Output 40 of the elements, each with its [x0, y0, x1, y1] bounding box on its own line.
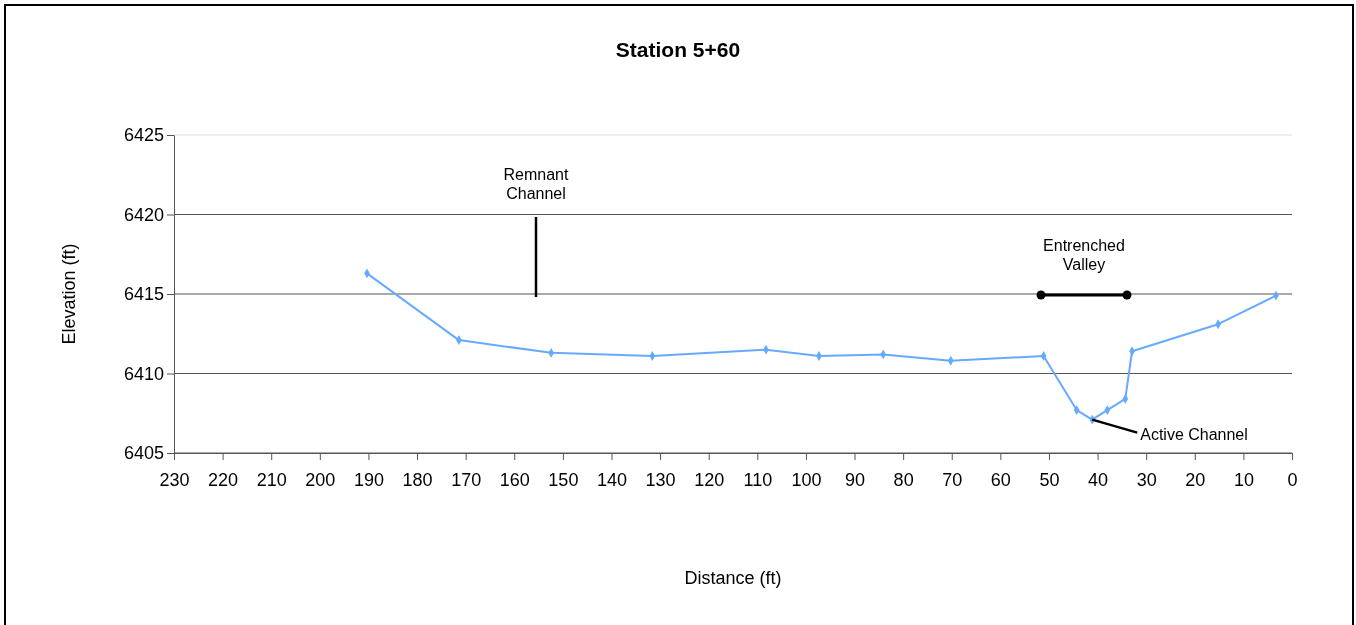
point — [1040, 351, 1047, 361]
x-tick-label: 120 — [694, 470, 725, 491]
point — [1104, 405, 1111, 415]
x-tick-label: 230 — [159, 470, 190, 491]
x-tick-label: 190 — [353, 470, 384, 491]
x-tick-label: 30 — [1136, 470, 1157, 491]
x-tick-label: 0 — [1287, 470, 1298, 491]
x-axis-title: Distance (ft) — [684, 568, 782, 588]
y-axis-title: Elevation (ft) — [59, 243, 79, 345]
x-tick-label: 210 — [256, 470, 287, 491]
y-tick-label: 6415 — [123, 284, 164, 305]
y-tick-label: 6410 — [123, 363, 164, 384]
point — [1122, 394, 1129, 404]
annotation: Active Channel — [1140, 425, 1248, 443]
x-tick-label: 180 — [402, 470, 433, 491]
point — [1073, 405, 1080, 415]
x-tick-label: 20 — [1185, 470, 1206, 491]
annotation: Entrenched Valley — [1043, 237, 1125, 274]
annotation: Remnant Channel — [503, 166, 570, 203]
y-tick-label: 6425 — [123, 125, 164, 146]
x-tick-label: 50 — [1039, 470, 1060, 491]
x-tick-label: 200 — [305, 470, 336, 491]
y-tick-label: 6405 — [123, 443, 164, 464]
x-tick-label: 40 — [1088, 470, 1109, 491]
x-tick-label: 170 — [451, 470, 482, 491]
y-tick-label: 6420 — [123, 204, 164, 225]
x-tick-label: 220 — [208, 470, 239, 491]
x-tick-label: 160 — [499, 470, 530, 491]
x-tick-label: 140 — [596, 470, 627, 491]
x-tick-label: 60 — [990, 470, 1011, 491]
chart-title: Station 5+60 — [615, 38, 741, 61]
x-tick-label: 130 — [645, 470, 676, 491]
x-tick-label: 80 — [893, 470, 914, 491]
x-tick-label: 100 — [791, 470, 822, 491]
point — [649, 351, 656, 361]
x-tick-label: 10 — [1233, 470, 1254, 491]
x-tick-label: 150 — [548, 470, 579, 491]
x-tick-label: 90 — [845, 470, 866, 491]
x-tick-label: 70 — [942, 470, 963, 491]
x-tick-label: 110 — [743, 470, 773, 491]
